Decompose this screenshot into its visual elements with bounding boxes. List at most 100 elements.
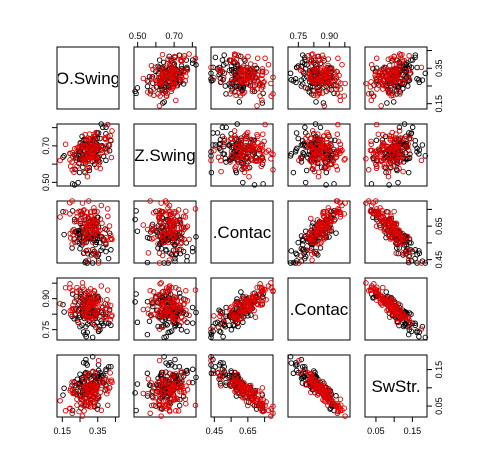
data-point: [186, 236, 192, 243]
data-point: [295, 239, 301, 246]
data-point: [399, 239, 406, 246]
data-point: [69, 159, 75, 165]
tick-label: 0.50: [41, 174, 51, 192]
data-point: [175, 286, 182, 293]
data-point: [381, 82, 387, 89]
data-point: [380, 131, 386, 138]
data-point: [333, 82, 339, 89]
data-point: [102, 239, 109, 246]
data-point: [150, 289, 157, 295]
data-point: [296, 64, 302, 71]
data-point: [132, 299, 138, 305]
data-point: [208, 149, 214, 155]
data-point: [312, 66, 318, 73]
data-point: [388, 213, 394, 220]
panel-2-1: [132, 198, 199, 266]
data-point: [166, 208, 173, 214]
data-point: [145, 306, 151, 312]
data-point: [308, 239, 314, 246]
data-point: [306, 140, 313, 146]
data-point: [160, 90, 167, 96]
data-point: [132, 390, 138, 396]
data-point: [168, 222, 175, 229]
data-point: [176, 229, 183, 236]
data-point: [171, 53, 178, 60]
data-point: [218, 79, 224, 85]
data-point: [259, 72, 265, 79]
data-point: [327, 82, 334, 89]
data-point: [75, 233, 81, 239]
data-point: [399, 80, 406, 86]
data-point: [218, 66, 224, 73]
data-point: [408, 136, 414, 142]
data-point: [243, 135, 249, 141]
data-point: [399, 154, 406, 161]
data-point: [104, 296, 110, 303]
data-point: [144, 83, 151, 90]
data-point: [144, 78, 151, 84]
panel-2-3: [287, 198, 351, 266]
data-point: [221, 52, 227, 58]
data-point: [163, 218, 169, 224]
data-point: [217, 144, 223, 151]
data-point: [144, 331, 151, 338]
data-point: [103, 157, 109, 164]
data-point: [211, 147, 217, 154]
data-point: [238, 67, 245, 74]
data-point: [173, 294, 179, 301]
data-point: [84, 165, 91, 172]
data-point: [92, 229, 99, 236]
data-point: [245, 81, 251, 87]
data-point: [134, 228, 141, 234]
data-point: [164, 61, 170, 67]
data-point: [176, 290, 183, 296]
data-point: [422, 70, 429, 77]
data-point: [89, 260, 96, 266]
data-point: [297, 67, 304, 73]
data-point: [228, 142, 234, 149]
data-point: [87, 148, 94, 154]
data-point: [307, 247, 313, 254]
data-point: [372, 148, 378, 154]
data-point: [184, 67, 191, 73]
data-point: [336, 72, 342, 79]
data-point: [334, 167, 341, 173]
data-point: [159, 324, 166, 331]
data-point: [262, 55, 268, 62]
data-point: [237, 144, 244, 151]
data-point: [159, 223, 165, 229]
data-point: [79, 211, 86, 218]
data-point: [236, 99, 243, 105]
data-point: [396, 165, 402, 172]
data-point: [393, 131, 399, 137]
data-point: [407, 151, 413, 157]
data-point: [374, 209, 380, 215]
data-point: [168, 328, 175, 334]
data-point: [91, 291, 97, 297]
data-point: [208, 64, 214, 71]
data-point: [257, 93, 263, 99]
data-point: [186, 51, 192, 57]
data-point: [93, 129, 99, 136]
data-point: [365, 167, 372, 173]
data-point: [155, 245, 161, 251]
data-point: [405, 141, 411, 147]
data-point: [76, 208, 82, 214]
data-point: [331, 69, 337, 75]
panel-frame: [133, 277, 197, 341]
data-point: [133, 90, 139, 97]
data-point: [333, 198, 340, 204]
data-point: [145, 226, 151, 233]
data-point: [392, 144, 398, 151]
data-point: [313, 137, 319, 144]
data-point: [81, 250, 87, 256]
data-point: [292, 76, 299, 82]
data-point: [208, 76, 214, 82]
data-point: [259, 141, 265, 147]
data-point: [318, 78, 324, 85]
data-point: [292, 260, 299, 266]
data-point: [254, 55, 261, 61]
data-point: [268, 156, 274, 162]
data-point: [334, 84, 341, 90]
data-point: [247, 61, 254, 67]
